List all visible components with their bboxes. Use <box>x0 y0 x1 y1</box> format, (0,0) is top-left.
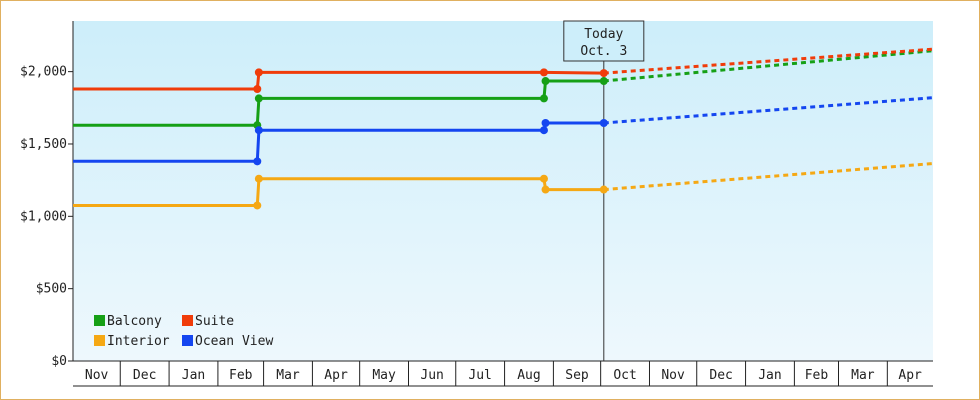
legend-swatch-ocean-view <box>182 335 193 346</box>
plot-background <box>73 21 933 361</box>
data-point <box>599 185 608 194</box>
month-label: Dec <box>133 368 156 383</box>
legend-swatch-interior <box>94 335 105 346</box>
month-label: Oct <box>613 368 636 383</box>
month-label: Apr <box>898 368 922 383</box>
month-label: May <box>372 368 396 383</box>
y-tick-label: $0 <box>51 354 67 369</box>
data-point <box>254 126 263 135</box>
month-label: Jan <box>758 368 781 383</box>
month-label: Mar <box>851 368 875 383</box>
month-label: Dec <box>709 368 732 383</box>
data-point <box>541 185 550 194</box>
series-lines <box>73 47 934 210</box>
legend-label-interior: Interior <box>107 334 170 349</box>
data-point <box>539 126 548 135</box>
data-point <box>253 85 262 93</box>
month-label: Feb <box>805 368 829 383</box>
series-forecast-ocean-view <box>603 96 934 125</box>
series-forecast-balcony <box>603 49 934 83</box>
series-forecast-suite <box>603 47 934 75</box>
y-tick-label: $500 <box>36 282 67 297</box>
series-interior <box>73 162 934 210</box>
data-point <box>254 94 263 103</box>
month-label: Sep <box>565 368 589 383</box>
month-label: Nov <box>85 368 109 383</box>
legend-label-suite: Suite <box>195 314 234 329</box>
series-ocean-view <box>73 96 934 166</box>
data-point <box>539 68 548 77</box>
y-tick-label: $1,500 <box>20 137 67 152</box>
y-axis: $0 $500 $1,000 $1,500 $2,000 <box>20 21 74 369</box>
month-label: Feb <box>229 368 253 383</box>
today-date: Oct. 3 <box>580 44 627 59</box>
data-point <box>539 174 548 183</box>
series-suite <box>73 47 934 93</box>
month-label: Jul <box>468 368 491 383</box>
data-point <box>539 94 548 103</box>
month-label: Apr <box>324 368 348 383</box>
today-marker: Today Oct. 3 <box>563 20 645 361</box>
month-label: Aug <box>517 368 540 383</box>
series-line-ocean-view <box>73 121 604 163</box>
month-label: Nov <box>661 368 685 383</box>
y-tick-label: $1,000 <box>20 209 67 224</box>
series-forecast-interior <box>603 162 934 192</box>
series-line-interior <box>73 177 604 207</box>
data-point <box>253 157 262 166</box>
today-box <box>563 20 645 62</box>
data-point <box>599 69 608 78</box>
data-point <box>541 77 550 86</box>
data-point <box>599 77 608 86</box>
data-point <box>253 201 262 210</box>
legend-label-ocean-view: Ocean View <box>195 334 273 349</box>
data-point <box>254 68 263 77</box>
data-point <box>599 119 608 127</box>
legend-swatch-suite <box>182 315 193 326</box>
y-tick-label: $2,000 <box>20 65 67 80</box>
legend-swatch-balcony <box>94 315 105 326</box>
month-label: Jun <box>420 368 443 383</box>
month-label: Jan <box>182 368 205 383</box>
month-label: Mar <box>276 368 300 383</box>
legend: Balcony Suite Interior Ocean View <box>94 314 273 349</box>
x-axis: Nov Dec Jan Feb Mar Apr May Jun Jul Aug Sep Oct Nov D… <box>73 360 933 387</box>
today-label: Today <box>584 27 623 42</box>
legend-label-balcony: Balcony <box>107 314 162 329</box>
data-point <box>541 119 550 127</box>
series-balcony <box>73 49 934 130</box>
data-point <box>254 174 263 183</box>
series-line-balcony <box>73 79 604 127</box>
